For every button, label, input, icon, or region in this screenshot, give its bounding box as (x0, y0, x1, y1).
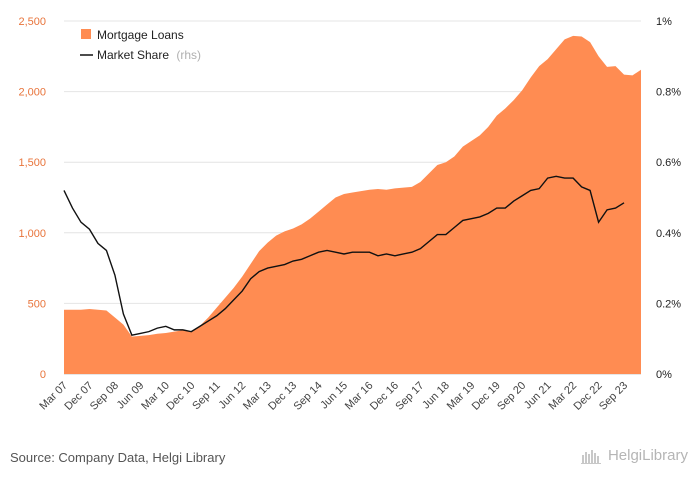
x-tick-label: Sep 23 (597, 380, 630, 413)
x-tick-label: Sep 20 (495, 380, 528, 413)
y-right-tick-label: 0.8% (656, 87, 681, 99)
legend-suffix-rhs: (rhs) (176, 48, 201, 62)
legend-label-market-share: Market Share (rhs) (97, 48, 201, 62)
y-right-tick-label: 1% (656, 16, 672, 28)
legend-swatch-mortgage-loans (81, 29, 91, 39)
y-left-tick-label: 2,000 (18, 87, 46, 99)
legend-label-mortgage-loans: Mortgage Loans (97, 28, 184, 42)
x-tick-label: Sep 17 (393, 380, 426, 413)
y-left-tick-label: 2,500 (18, 16, 46, 28)
mortgage-loans-area (64, 35, 641, 374)
x-tick-label: Sep 14 (292, 380, 325, 413)
y-axis-left: 0 500 1,000 1,500 2,000 2,500 (18, 16, 46, 381)
y-left-tick-label: 1,500 (18, 157, 46, 169)
x-tick-label: Sep 11 (190, 380, 223, 413)
legend: Mortgage Loans Market Share (rhs) (80, 28, 201, 62)
library-icon (580, 449, 601, 464)
x-tick-label: Sep 08 (88, 380, 121, 413)
y-right-tick-label: 0% (656, 369, 672, 381)
y-right-tick-label: 0.2% (656, 298, 681, 310)
x-tick-label: Dec 10 (164, 380, 197, 413)
y-left-tick-label: 500 (28, 298, 46, 310)
source-note: Source: Company Data, Helgi Library (10, 450, 226, 465)
y-left-tick-label: 1,000 (18, 228, 46, 240)
y-right-tick-label: 0.6% (656, 157, 681, 169)
y-left-tick-label: 0 (40, 369, 46, 381)
market-share-line (63, 175, 625, 336)
brand-name: HelgiLibrary (607, 447, 688, 464)
brand-logo: HelgiLibrary (580, 447, 688, 464)
y-axis-right: 0% 0.2% 0.4% 0.6% 0.8% 1% (656, 16, 681, 381)
y-right-tick-label: 0.4% (656, 228, 681, 240)
